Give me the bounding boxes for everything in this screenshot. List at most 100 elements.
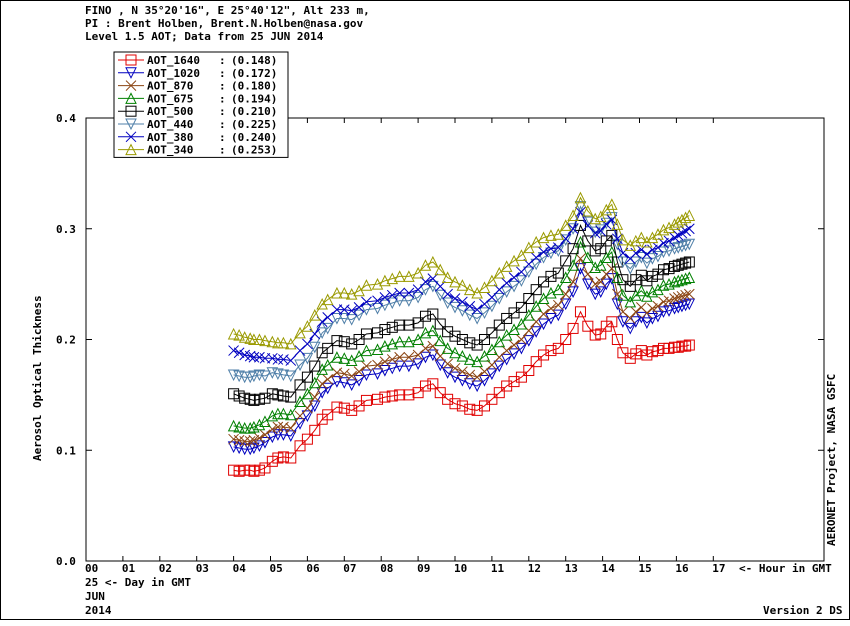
- data-point: [683, 238, 696, 251]
- data-point: [559, 298, 572, 311]
- series-line-1: [233, 267, 690, 450]
- data-point: [379, 365, 391, 377]
- data-point: [560, 233, 572, 245]
- data-point: [538, 246, 549, 258]
- data-point: [669, 232, 680, 243]
- data-point: [552, 299, 564, 311]
- data-point: [244, 332, 257, 344]
- data-point: [657, 306, 670, 318]
- x-tick-label-4: 04: [233, 562, 247, 575]
- legend-colon-6: :: [219, 131, 226, 144]
- data-point: [606, 316, 618, 328]
- data-point: [253, 440, 266, 452]
- data-point: [478, 349, 491, 362]
- data-point: [486, 368, 498, 380]
- data-point: [493, 351, 505, 363]
- data-point: [646, 253, 659, 265]
- data-point: [394, 351, 406, 363]
- data-point: [537, 292, 550, 305]
- data-point: [641, 235, 653, 248]
- data-point: [595, 243, 607, 255]
- data-point: [301, 387, 314, 400]
- legend-avg-6: (0.240): [231, 131, 277, 144]
- data-point: [530, 300, 542, 312]
- data-point: [331, 312, 343, 325]
- data-point: [284, 430, 297, 442]
- data-point: [672, 242, 685, 254]
- data-point: [419, 310, 431, 322]
- data-point: [386, 272, 399, 285]
- x-tick-label-3: 03: [196, 562, 209, 575]
- data-point: [441, 271, 454, 283]
- data-point: [301, 371, 313, 383]
- legend-box: [113, 51, 289, 158]
- legend-name-0: AOT_1640: [147, 54, 200, 67]
- data-point: [676, 273, 688, 286]
- data-point: [316, 347, 328, 359]
- legend-name-6: AOT_380: [147, 131, 193, 144]
- data-point: [434, 334, 447, 347]
- data-point: [301, 352, 314, 365]
- data-point: [545, 303, 557, 314]
- data-point: [652, 283, 664, 296]
- data-point: [285, 391, 297, 403]
- data-point: [635, 345, 647, 357]
- data-point: [486, 300, 498, 313]
- data-point: [589, 288, 602, 301]
- data-point: [545, 345, 557, 357]
- data-point: [308, 400, 321, 413]
- data-point: [434, 387, 446, 399]
- data-point: [589, 212, 602, 225]
- data-point: [508, 254, 520, 267]
- data-point: [386, 362, 399, 375]
- data-point: [646, 270, 658, 282]
- data-point: [508, 348, 520, 361]
- legend-avg-7: (0.253): [231, 144, 277, 157]
- data-point: [635, 244, 647, 256]
- data-point: [233, 390, 245, 402]
- data-point: [321, 293, 334, 306]
- data-point: [449, 362, 461, 374]
- x-tick-label-15: 15: [639, 562, 652, 575]
- data-point: [353, 349, 365, 362]
- data-point: [412, 358, 424, 370]
- x-tick-label-6: 06: [306, 562, 320, 575]
- right-credit-label: AERONET Project, NASA GSFC: [825, 374, 838, 546]
- data-point: [523, 293, 535, 305]
- data-point: [259, 415, 271, 427]
- legend-marker: [125, 118, 137, 131]
- legend-avg-5: (0.225): [231, 118, 277, 131]
- data-point: [233, 347, 245, 359]
- data-point: [595, 276, 607, 288]
- data-point: [471, 380, 483, 393]
- data-point: [516, 334, 527, 345]
- data-point: [657, 246, 670, 259]
- data-point: [277, 407, 290, 420]
- data-point: [669, 293, 680, 304]
- data-point: [372, 295, 383, 307]
- data-point: [449, 371, 461, 384]
- data-point: [530, 284, 542, 296]
- data-point: [493, 360, 506, 373]
- data-point: [353, 334, 365, 345]
- data-point: [322, 342, 334, 354]
- data-point: [683, 271, 696, 283]
- data-point: [545, 270, 557, 282]
- data-point: [630, 234, 642, 247]
- data-point: [345, 379, 358, 392]
- data-point: [641, 275, 653, 287]
- legend-colon-0: :: [219, 54, 226, 67]
- data-point: [641, 349, 653, 361]
- version-label: Version 2 DS: [763, 604, 842, 617]
- data-point: [641, 317, 653, 330]
- data-point: [412, 349, 424, 361]
- data-point: [606, 245, 618, 258]
- data-point: [228, 388, 240, 400]
- x-tick-label-13: 13: [565, 562, 578, 575]
- data-point: [624, 313, 636, 324]
- data-point: [523, 365, 535, 377]
- data-point: [471, 404, 483, 416]
- x-tick-label-11: 11: [491, 562, 505, 575]
- data-point: [386, 289, 398, 301]
- data-point: [259, 352, 271, 364]
